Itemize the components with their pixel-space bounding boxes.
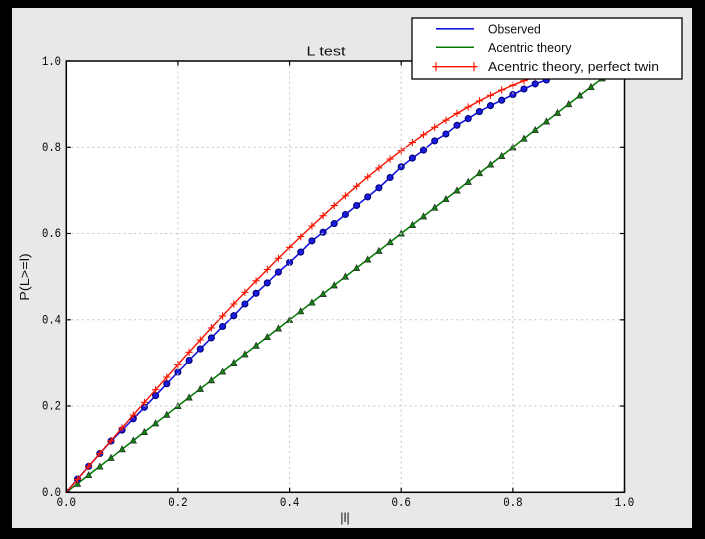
svg-text:0.4: 0.4: [280, 496, 299, 510]
svg-text:0.8: 0.8: [42, 141, 61, 155]
svg-text:Observed: Observed: [488, 22, 541, 36]
svg-text:0.6: 0.6: [42, 227, 61, 241]
svg-text:|l|: |l|: [340, 510, 350, 525]
svg-text:0.2: 0.2: [168, 496, 187, 510]
svg-text:Acentric theory: Acentric theory: [488, 41, 572, 55]
svg-text:0.4: 0.4: [42, 313, 61, 327]
svg-text:1.0: 1.0: [42, 55, 61, 69]
svg-text:0.0: 0.0: [57, 496, 76, 510]
svg-text:0.2: 0.2: [42, 400, 61, 414]
svg-text:0.6: 0.6: [392, 496, 411, 510]
svg-text:0.0: 0.0: [42, 486, 61, 500]
svg-text:L test: L test: [307, 44, 346, 59]
svg-text:P(L>=l): P(L>=l): [17, 253, 32, 301]
svg-text:1.0: 1.0: [615, 496, 634, 510]
svg-text:0.8: 0.8: [503, 496, 522, 510]
svg-text:Acentric theory, perfect twin: Acentric theory, perfect twin: [488, 60, 659, 74]
